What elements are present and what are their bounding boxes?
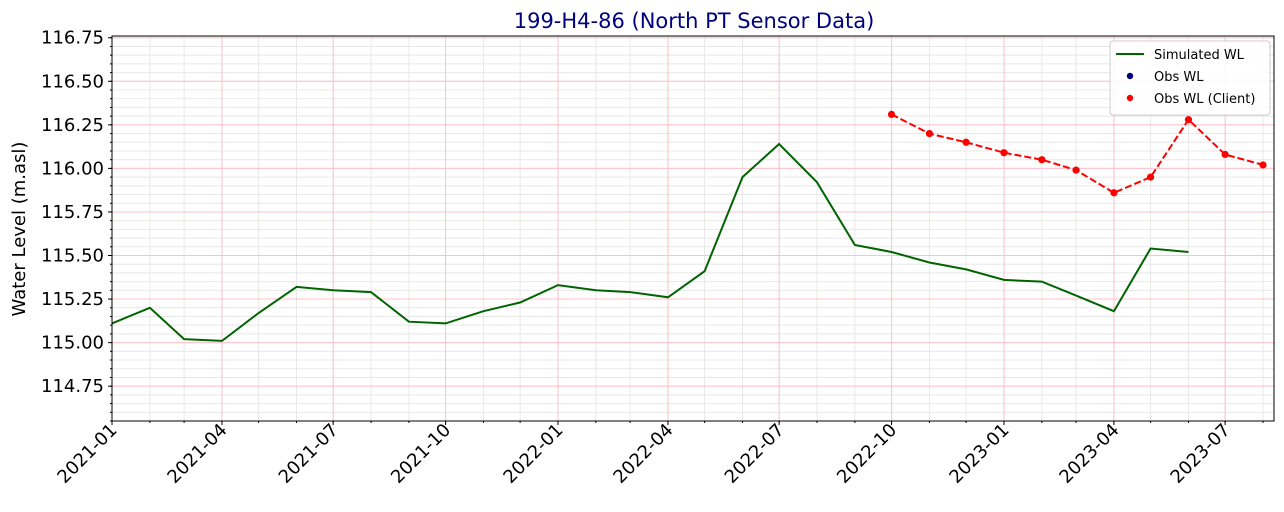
obs-wl-client-point [1072,166,1080,174]
legend-label: Obs WL [1154,70,1204,85]
y-tick-label: 115.25 [41,289,104,310]
plot-frame [111,35,1275,422]
legend-dot-swatch [1126,72,1134,80]
obs-wl-client-point [925,129,934,138]
obs-wl-client-point [887,110,896,118]
y-tick-label: 116.25 [41,115,104,136]
legend: Simulated WL Obs WL Obs WL (Client) [1109,40,1271,116]
obs-wl-client-point [1259,161,1267,169]
y-tick-label: 116.75 [41,28,104,49]
obs-wl-client-point [1110,189,1118,197]
obs-wl-client-point [1000,149,1008,157]
obs-wl-client-point [1038,156,1046,164]
y-tick-label: 116.50 [41,71,104,92]
chart-title: 199-H4-86 (North PT Sensor Data) [514,9,875,33]
y-tick-label: 116.00 [41,158,104,179]
major-grid [111,36,1274,421]
legend-dot-swatch [1126,94,1134,102]
legend-label: Obs WL (Client) [1154,92,1255,107]
y-tick-label: 115.75 [41,202,104,223]
y-tick-label: 115.00 [41,333,104,354]
y-tick-label: 115.50 [41,246,104,267]
series-layer [111,110,1267,342]
obs-wl-client-point [1146,173,1155,181]
y-axis-label: Water Level (m.asl) [9,142,30,317]
obs-wl-client-point [1221,150,1229,159]
legend-label: Simulated WL [1154,48,1245,63]
legend-frame [1109,40,1271,116]
simulated-wl-line [111,142,1189,342]
obs-wl-client-point [962,138,970,146]
obs-wl-client-point [1184,116,1193,124]
y-tick-label: 114.75 [41,376,104,397]
